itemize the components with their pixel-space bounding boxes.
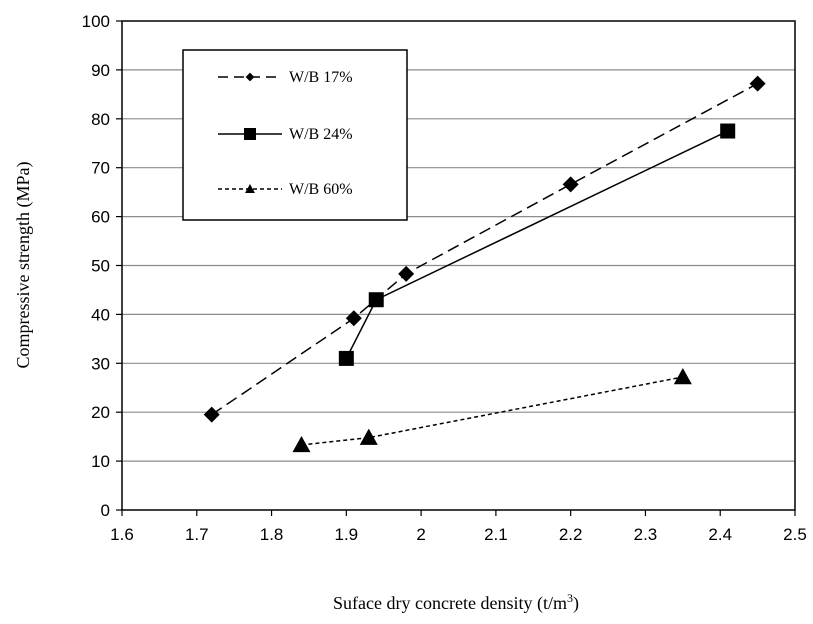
x-tick-label: 2 [416,525,425,544]
x-tick-label: 2.5 [783,525,807,544]
y-tick-label: 30 [91,354,110,373]
diamond-marker [398,265,415,282]
y-tick-label: 20 [91,403,110,422]
diamond-marker [749,75,766,92]
x-tick-label: 1.7 [185,525,209,544]
y-axis-title: Compressive strength (MPa) [13,162,34,369]
diamond-marker [345,310,362,327]
x-tick-label: 2.1 [484,525,508,544]
series-3 [292,367,692,453]
series-1 [203,75,766,423]
y-axis-ticks: 0 10 20 30 40 50 60 70 80 90 100 [82,12,122,520]
square-marker [244,128,256,140]
x-tick-label: 2.4 [708,525,732,544]
series-layer [203,75,766,453]
diamond-marker [203,406,220,423]
y-tick-label: 80 [91,110,110,129]
y-tick-label: 50 [91,257,110,276]
y-tick-label: 10 [91,452,110,471]
y-tick-label: 40 [91,305,110,324]
x-tick-label: 1.9 [335,525,359,544]
triangle-marker [673,367,692,385]
legend-item-3: W/B 60% [218,181,353,198]
triangle-marker [245,184,255,193]
y-tick-label: 0 [101,501,110,520]
diamond-marker [245,72,255,82]
x-axis-title: Suface dry concrete density (t/m3) [333,591,579,614]
series-line [301,376,683,446]
legend-label: W/B 17% [289,69,353,86]
x-axis-ticks: 1.6 1.7 1.8 1.9 2 2.1 2.2 2.3 2.4 2.5 [110,510,807,544]
legend: W/B 17% W/B 24% W/B 60% [182,49,408,221]
legend-label: W/B 60% [289,181,353,198]
legend-item-1: W/B 17% [218,69,353,86]
legend-label: W/B 24% [289,126,353,143]
y-tick-label: 100 [82,12,110,31]
diamond-marker [562,176,579,193]
x-tick-label: 2.2 [559,525,583,544]
y-tick-label: 90 [91,61,110,80]
x-tick-label: 1.6 [110,525,134,544]
legend-item-2: W/B 24% [218,126,353,143]
y-tick-label: 70 [91,159,110,178]
triangle-marker [359,428,378,445]
square-marker [368,292,384,308]
square-marker [338,350,354,366]
square-marker [720,123,736,139]
y-tick-label: 60 [91,208,110,227]
x-tick-label: 1.8 [260,525,284,544]
x-tick-label: 2.3 [634,525,658,544]
triangle-marker [292,435,311,453]
series-2 [338,123,736,366]
legend-box [182,49,408,221]
